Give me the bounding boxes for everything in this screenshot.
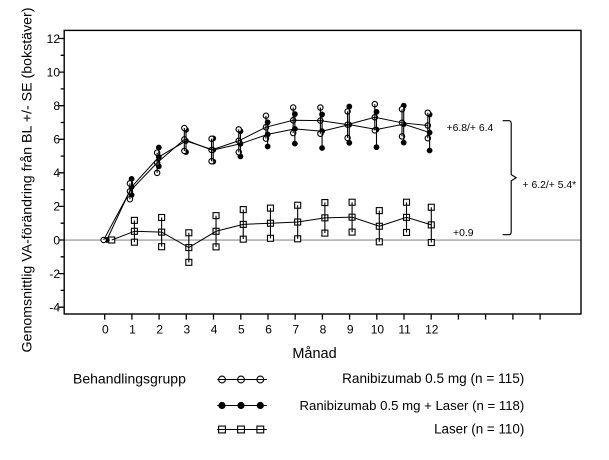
svg-text:9: 9 [347, 323, 354, 337]
svg-text:+0.9: +0.9 [453, 228, 474, 239]
svg-text:11: 11 [398, 323, 411, 337]
svg-text:Månad: Månad [292, 346, 336, 362]
svg-text:10: 10 [371, 323, 385, 337]
svg-text:4: 4 [211, 323, 218, 337]
svg-text:3: 3 [184, 323, 191, 337]
svg-text:Ranibizumab 0.5 mg + Laser (n: Ranibizumab 0.5 mg + Laser (n = 118) [299, 398, 524, 413]
svg-text:5: 5 [238, 323, 245, 337]
svg-text:0: 0 [53, 233, 60, 247]
svg-text:+ 6.2/+ 5.4*: + 6.2/+ 5.4* [523, 180, 577, 191]
svg-text:8: 8 [320, 323, 327, 337]
svg-text:Genomsnittlig VA-förändring fr: Genomsnittlig VA-förändring från BL +/- … [20, 8, 36, 353]
svg-text:Ranibizumab 0.5 mg (n = 115): Ranibizumab 0.5 mg (n = 115) [342, 371, 524, 386]
svg-text:0: 0 [102, 323, 109, 337]
svg-text:12: 12 [425, 323, 439, 337]
svg-text:Laser (n = 110): Laser (n = 110) [434, 422, 524, 437]
svg-text:2: 2 [156, 323, 163, 337]
svg-text:4: 4 [53, 166, 60, 180]
svg-text:7: 7 [292, 323, 299, 337]
svg-text:6: 6 [265, 323, 272, 337]
svg-text:10: 10 [47, 65, 61, 79]
svg-text:2: 2 [53, 200, 60, 214]
svg-text:-2: -2 [49, 267, 60, 281]
svg-text:6: 6 [53, 133, 60, 147]
svg-text:Behandlingsgrupp: Behandlingsgrupp [73, 371, 186, 387]
svg-text:8: 8 [53, 99, 60, 113]
svg-text:-4: -4 [49, 301, 60, 315]
svg-text:1: 1 [129, 323, 136, 337]
svg-text:12: 12 [47, 32, 61, 46]
svg-text:+6.8/+ 6.4: +6.8/+ 6.4 [447, 123, 494, 134]
